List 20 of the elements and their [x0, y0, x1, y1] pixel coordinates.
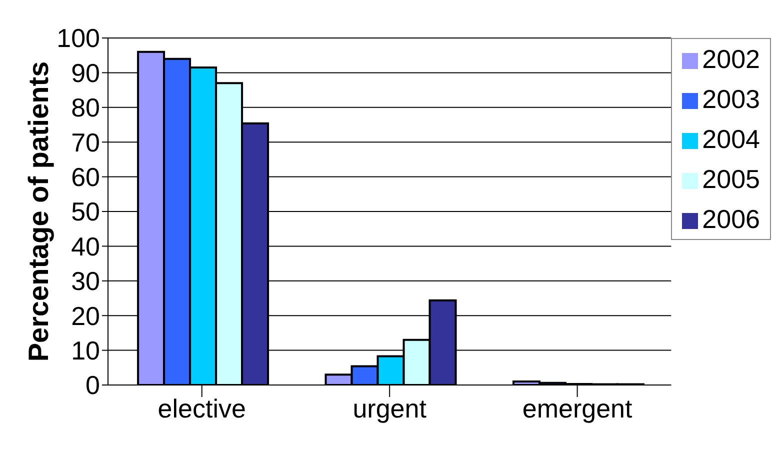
y-tick-label: 30 [71, 266, 100, 296]
x-tick-label: emergent [522, 393, 633, 424]
y-tick-label: 0 [86, 370, 100, 400]
y-tick-label: 50 [71, 196, 100, 227]
y-tick-label: 60 [71, 162, 100, 192]
legend-label: 2003 [702, 84, 760, 114]
y-tick-label: 70 [71, 127, 100, 158]
legend-label: 2004 [702, 124, 760, 154]
y-axis-title: Percentage of patients [22, 61, 54, 362]
y-tick-label: 40 [71, 231, 100, 262]
y-tick-label: 100 [56, 23, 100, 54]
legend-label: 2006 [702, 204, 760, 234]
y-tick-label: 90 [71, 58, 100, 88]
legend-label: 2002 [702, 44, 760, 74]
x-tick-label: elective [158, 393, 246, 424]
x-tick-label: urgent [352, 393, 428, 424]
y-tick-label: 10 [71, 336, 100, 366]
legend-label: 2005 [702, 164, 760, 194]
y-tick-label: 20 [71, 300, 100, 331]
y-tick-label: 80 [71, 92, 100, 123]
